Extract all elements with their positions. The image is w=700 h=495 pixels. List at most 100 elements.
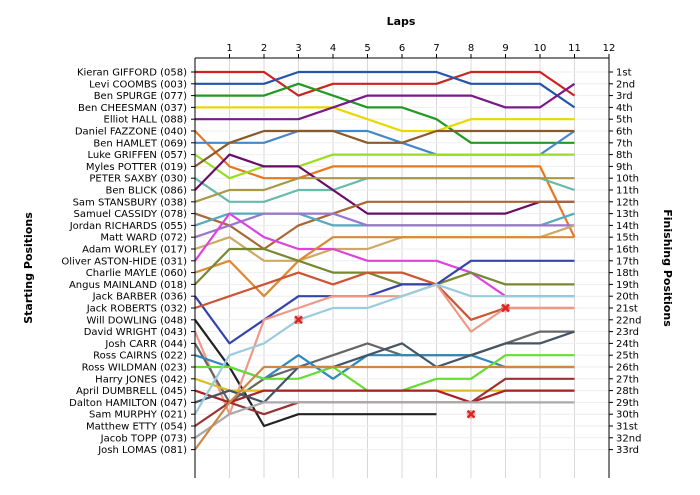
lap-label: 6 xyxy=(399,43,405,54)
finish-label: 4th xyxy=(616,103,633,114)
x-axis-title: Laps xyxy=(387,15,416,28)
rider-label: Josh LOMAS (081) xyxy=(97,445,187,456)
series-line-2 xyxy=(195,70,576,109)
rider-label: Angus MAINLAND (018) xyxy=(69,280,187,291)
rider-label: Jordan RICHARDS (055) xyxy=(69,221,187,232)
finish-label: 28th xyxy=(616,386,639,397)
lap-label: 12 xyxy=(603,43,616,54)
rider-label: Sam MURPHY (021) xyxy=(89,410,187,421)
rider-label: Kieran GIFFORD (058) xyxy=(77,68,187,79)
rider-label: Matthew ETTY (054) xyxy=(86,422,187,433)
series-line-28 xyxy=(194,389,575,404)
finish-label: 21st xyxy=(616,304,638,315)
rider-label: Samuel CASSIDY (078) xyxy=(74,209,188,220)
series-line-26 xyxy=(195,354,575,392)
lap-label: 3 xyxy=(295,43,301,54)
finish-label: 30th xyxy=(616,410,639,421)
rider-label: Matt WARD (072) xyxy=(100,233,187,244)
finish-label: 6th xyxy=(616,127,633,138)
rider-label: Dalton HAMILTON (047) xyxy=(69,398,187,409)
series-line-29 xyxy=(194,330,575,404)
series-line-32 xyxy=(194,401,575,439)
rider-label: Myles POTTER (019) xyxy=(86,162,187,173)
series-line-4 xyxy=(195,106,575,133)
series-line-16 xyxy=(194,224,575,262)
finish-label: 17th xyxy=(616,256,639,267)
series-line-22 xyxy=(194,319,437,428)
dnf-marker-3 xyxy=(466,409,476,419)
rider-label: Elliot HALL (088) xyxy=(104,115,188,126)
y-axis-title-left: Starting Positions xyxy=(22,212,35,324)
finish-label: 15th xyxy=(616,233,639,244)
finish-label: 13th xyxy=(616,209,639,220)
series-line-18 xyxy=(194,236,575,298)
rider-label: Oliver ASTON-HIDE (031) xyxy=(61,256,187,267)
lap-label: 11 xyxy=(568,43,581,54)
finishing-position-labels: 1st2nd3rd4th5th6th7th8th9th10th11th12th1… xyxy=(616,68,641,457)
rider-label: Will DOWLING (048) xyxy=(87,315,188,326)
finish-label: 8th xyxy=(616,150,633,161)
rider-label: Ross CAIRNS (022) xyxy=(93,351,187,362)
dnf-marker-1 xyxy=(294,315,303,325)
series-line-5 xyxy=(195,82,576,121)
finish-label: 19th xyxy=(616,280,639,291)
lap-label: 8 xyxy=(468,43,474,54)
series-line-15 xyxy=(194,212,575,239)
rider-label: Luke GRIFFEN (057) xyxy=(87,150,187,161)
rider-label: Daniel FAZZONE (040) xyxy=(75,127,187,138)
finish-label: 10th xyxy=(616,174,639,185)
series-line-8 xyxy=(194,153,575,180)
finish-label: 3rd xyxy=(616,91,633,102)
rider-label: April DUMBRELL (045) xyxy=(76,386,187,397)
rider-label: Ben HAMLET (069) xyxy=(93,138,187,149)
y-axis-title-right: Finishing Positions xyxy=(661,209,674,327)
finish-label: 26th xyxy=(616,363,639,374)
finish-label: 2nd xyxy=(616,79,635,90)
rider-label: Ben BLICK (086) xyxy=(105,186,187,197)
lap-label: 2 xyxy=(261,43,267,54)
finish-label: 24th xyxy=(616,339,639,350)
series-line-19 xyxy=(194,247,575,286)
finish-label: 33rd xyxy=(616,445,639,456)
finish-label: 12th xyxy=(616,197,639,208)
lap-label: 7 xyxy=(433,43,439,54)
lap-label: 1 xyxy=(226,43,232,54)
rider-label: Charlie MAYLE (060) xyxy=(86,268,187,279)
series-line-33 xyxy=(194,365,575,451)
finish-label: 16th xyxy=(616,245,639,256)
series-lines xyxy=(193,70,576,451)
starting-position-labels: Kieran GIFFORD (058)Levi COOMBS (003)Ben… xyxy=(61,68,187,457)
finish-label: 7th xyxy=(616,138,633,149)
rider-label: Sam STANSBURY (038) xyxy=(73,197,188,208)
rider-label: PETER SAXBY (030) xyxy=(89,174,187,185)
lap-label: 4 xyxy=(330,43,336,54)
series-line-3 xyxy=(195,82,575,144)
series-line-11 xyxy=(194,153,575,215)
rider-label: Ross WILDMAN (023) xyxy=(82,363,187,374)
series-line-30 xyxy=(194,283,575,415)
finish-label: 31st xyxy=(616,422,638,433)
finish-label: 22nd xyxy=(616,315,641,326)
axes xyxy=(191,54,613,478)
finish-label: 5th xyxy=(616,115,633,126)
rider-label: David WRIGHT (043) xyxy=(84,327,187,338)
finish-label: 9th xyxy=(616,162,633,173)
series-line-1 xyxy=(195,70,576,97)
rider-label: Adam WORLEY (017) xyxy=(82,245,187,256)
rider-label: Harry JONES (042) xyxy=(95,374,187,385)
rider-label: Ben SPURGE (077) xyxy=(94,91,187,102)
rider-label: Jack ROBERTS (032) xyxy=(86,304,187,315)
series-line-23 xyxy=(193,283,575,416)
series-line-12 xyxy=(194,177,575,203)
rider-label: Josh CARR (044) xyxy=(104,339,187,350)
finish-label: 32nd xyxy=(616,433,641,444)
finish-label: 20th xyxy=(616,292,639,303)
rider-label: Levi COOMBS (003) xyxy=(89,79,187,90)
rider-label: Ben CHEESMAN (037) xyxy=(78,103,187,114)
finish-label: 23rd xyxy=(616,327,639,338)
finish-label: 29th xyxy=(616,398,639,409)
lap-tick-labels: 1 2 3 4 5 6 7 8 9 10 11 12 xyxy=(226,43,615,54)
series-line-9 xyxy=(194,129,575,168)
lap-label: 10 xyxy=(534,43,547,54)
